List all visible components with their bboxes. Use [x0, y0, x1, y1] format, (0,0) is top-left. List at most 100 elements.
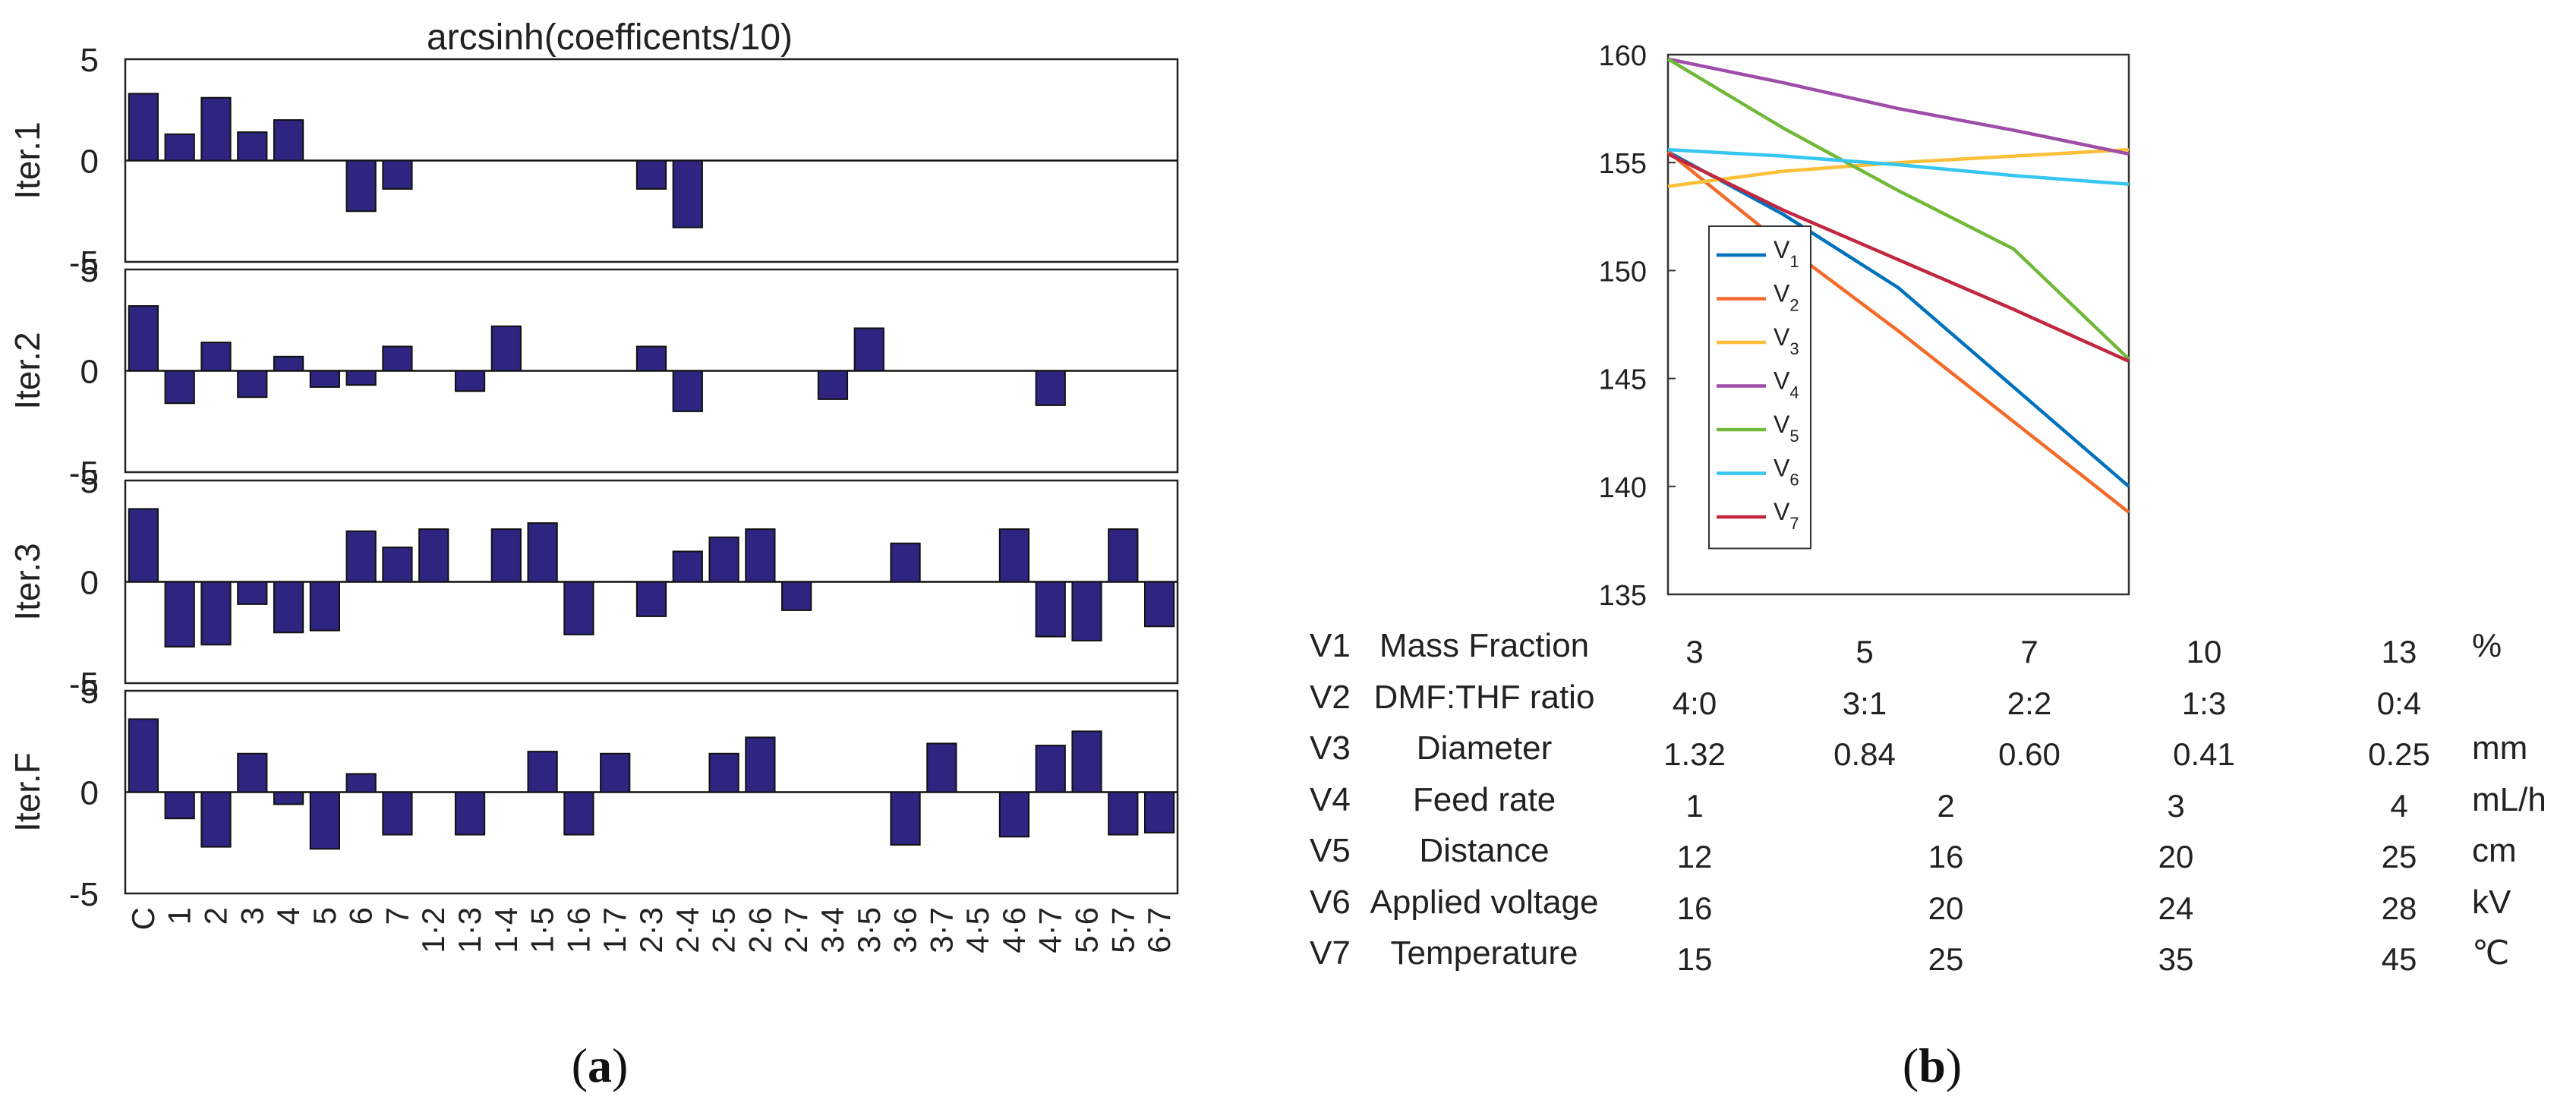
- bar-iter2-1·3: [454, 370, 486, 392]
- bar-iterf-3·7: [926, 742, 957, 793]
- bar-iterf-5·6: [1071, 730, 1102, 793]
- table-level: 25: [2382, 839, 2417, 874]
- bar-iter2-C: [128, 305, 159, 372]
- bar-iter2-1: [164, 370, 195, 405]
- bar-iter3-7: [382, 547, 413, 583]
- bar-iter3-C: [128, 508, 159, 583]
- table-var-name: DMF:THF ratio: [1374, 679, 1595, 716]
- bar-iter1-2·4: [672, 159, 703, 228]
- table-level: 20: [2158, 839, 2194, 874]
- table-level: 12: [1677, 839, 1713, 874]
- panel-a-bar-charts: arcsinh(coefficents/10) 5 0 -5 Iter.1 5 0 -5 It…: [8, 17, 1179, 953]
- table-level: 20: [1928, 890, 1964, 926]
- y-tick-label: 5: [80, 463, 99, 500]
- table-var-name: Mass Fraction: [1379, 627, 1589, 664]
- x-tick-label: 3·7: [923, 907, 959, 953]
- x-tick-label: 1·5: [525, 907, 560, 953]
- x-tick-label: 2: [197, 907, 233, 925]
- x-tick-label: 3·6: [888, 907, 923, 953]
- table-row-v6: V6 Applied voltage 16 20 24 28 kV: [1310, 884, 2511, 926]
- x-tick-label: 2·5: [706, 907, 742, 953]
- bar-iter3-3·6: [890, 542, 921, 583]
- table-level: 2:2: [2007, 685, 2051, 721]
- table-unit: ℃: [2472, 934, 2509, 972]
- bar-iter3-2·6: [745, 528, 776, 583]
- line-v5: [1666, 57, 2130, 361]
- x-tick-label: 4·7: [1033, 907, 1068, 953]
- table-unit: %: [2472, 627, 2502, 664]
- bar-iterf-2·5: [708, 752, 739, 793]
- line-v3: [1667, 147, 2130, 188]
- bar-iter3-5: [309, 581, 340, 632]
- x-tick-label: 1: [162, 907, 197, 925]
- table-var-name: Diameter: [1417, 729, 1553, 767]
- y-tick-label: 0: [80, 143, 99, 181]
- table-row-v5: V5 Distance 12 16 20 25 cm: [1310, 832, 2517, 874]
- bar-iterf-2: [200, 791, 232, 848]
- bar-iter3-1·5: [527, 522, 558, 583]
- bar-iterf-4·7: [1035, 745, 1066, 793]
- bar-iter2-5: [309, 370, 340, 388]
- bar-iter3-1·2: [418, 528, 449, 583]
- table-row-v3: V3 Diameter 1.32 0.84 0.60 0.41 0.25 mm: [1310, 729, 2527, 772]
- x-tick-label: 7: [379, 907, 415, 925]
- panel-a-x-tick-labels: C 1 2 3 4 5 6 7 1·2 1·3 1·4 1·5 1·6 1·7 2·3 2·4 2·5 2·6 2·…: [125, 907, 1177, 953]
- bar-iter2-7: [382, 345, 413, 372]
- line-v1: [1666, 150, 2130, 488]
- table-var: V2: [1310, 679, 1351, 716]
- table-var: V3: [1310, 729, 1351, 767]
- x-tick-label: 1·6: [560, 907, 596, 953]
- x-tick-label: 2·3: [633, 907, 669, 953]
- bar-iter2-1·4: [490, 325, 522, 372]
- bar-iter1-1: [164, 133, 195, 162]
- bar-iter1-2·3: [635, 159, 667, 190]
- bar-iter2-2: [200, 342, 232, 372]
- y-tick-label: 155: [1599, 148, 1647, 180]
- table-var-name: Distance: [1419, 832, 1549, 869]
- y-tick-label: 140: [1599, 472, 1647, 504]
- bar-iter3-5·6: [1071, 581, 1102, 641]
- legend-label: V1: [1774, 236, 1799, 271]
- legend-label: V6: [1774, 455, 1799, 490]
- bar-iter2-3·4: [817, 370, 849, 400]
- bar-iter2-2·4: [672, 370, 703, 412]
- y-tick-label: -5: [69, 666, 99, 703]
- bar-iter1-6: [345, 159, 377, 213]
- bar-iter3-2: [200, 581, 232, 646]
- legend-label: V2: [1774, 280, 1799, 315]
- y-tick-label: 135: [1599, 580, 1647, 612]
- table-unit: mL/h: [2472, 781, 2546, 818]
- table-var: V1: [1310, 627, 1351, 664]
- legend-label: V4: [1774, 367, 1799, 402]
- panel-b-line-chart: 160 155 150 145 140 135 V1 V2 V3 V4 V5 V6 V7: [1599, 40, 2130, 612]
- x-tick-label: 5·7: [1105, 907, 1140, 953]
- bar-iter3-2·5: [708, 536, 739, 583]
- bar-iter2-3: [237, 370, 268, 399]
- x-tick-label: 4: [270, 907, 306, 925]
- table-level: 5: [1856, 634, 1873, 670]
- bar-iter3-1·6: [563, 581, 594, 635]
- table-var-name: Feed rate: [1413, 781, 1556, 818]
- bar-iter2-6: [345, 370, 377, 386]
- table-level: 10: [2187, 634, 2222, 670]
- table-level: 0.60: [1998, 736, 2060, 772]
- x-tick-label: 2·4: [670, 907, 705, 953]
- subplot-label: Iter.3: [8, 543, 47, 620]
- table-level: 4: [2390, 788, 2407, 824]
- table-level: 7: [2020, 634, 2038, 670]
- y-tick-label: 5: [80, 42, 99, 79]
- bar-iterf-4: [273, 791, 304, 805]
- y-tick-label: 160: [1599, 40, 1647, 72]
- panel-a-title: arcsinh(coefficents/10): [427, 17, 793, 58]
- bar-iterf-1·7: [600, 752, 631, 793]
- x-tick-label: 4·5: [960, 907, 995, 953]
- bar-iter3-2·4: [672, 550, 703, 583]
- line-v7: [1667, 152, 2130, 363]
- bar-iterf-3·6: [890, 791, 921, 846]
- table-var-name: Applied voltage: [1370, 884, 1599, 921]
- legend-label: V3: [1774, 323, 1799, 358]
- table-row-v4: V4 Feed rate 1 2 3 4 mL/h: [1310, 781, 2546, 824]
- bar-iterf-1: [164, 791, 195, 820]
- subplot-label: Iter.1: [8, 121, 47, 199]
- table-level: 1: [1685, 788, 1703, 824]
